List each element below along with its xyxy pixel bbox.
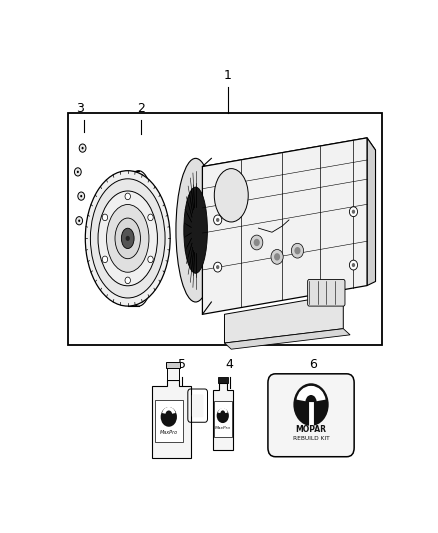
Circle shape	[214, 262, 222, 272]
Circle shape	[294, 247, 300, 254]
FancyBboxPatch shape	[268, 374, 354, 457]
Circle shape	[214, 215, 222, 225]
FancyBboxPatch shape	[307, 279, 345, 306]
Circle shape	[77, 171, 79, 173]
Circle shape	[81, 147, 84, 149]
Circle shape	[74, 168, 81, 176]
Polygon shape	[367, 138, 375, 286]
Circle shape	[271, 249, 283, 264]
Circle shape	[125, 277, 131, 284]
Text: 5: 5	[178, 358, 186, 370]
Text: 3: 3	[76, 102, 84, 115]
Text: 6: 6	[309, 358, 317, 370]
Bar	[167, 368, 179, 380]
Text: MOPAR: MOPAR	[296, 425, 327, 434]
Text: REBUILD KIT: REBUILD KIT	[293, 436, 329, 441]
Circle shape	[148, 214, 153, 221]
Circle shape	[217, 408, 229, 423]
Circle shape	[352, 263, 355, 267]
Bar	[166, 362, 180, 368]
Circle shape	[216, 218, 219, 222]
FancyBboxPatch shape	[192, 394, 203, 417]
Text: 2: 2	[138, 102, 145, 115]
Circle shape	[80, 195, 82, 197]
Ellipse shape	[184, 187, 208, 273]
Circle shape	[78, 220, 80, 222]
Circle shape	[293, 383, 328, 426]
Circle shape	[102, 256, 108, 263]
Text: MaxPro: MaxPro	[160, 430, 178, 434]
Circle shape	[125, 193, 131, 200]
Circle shape	[76, 216, 83, 225]
Ellipse shape	[106, 205, 149, 272]
Circle shape	[78, 192, 85, 200]
Polygon shape	[224, 294, 343, 343]
Text: 1: 1	[224, 69, 232, 83]
Circle shape	[350, 260, 357, 270]
Bar	[155, 400, 183, 441]
Circle shape	[102, 214, 108, 221]
Circle shape	[291, 243, 304, 258]
Circle shape	[79, 144, 86, 152]
Circle shape	[251, 235, 263, 250]
Polygon shape	[152, 380, 191, 458]
Ellipse shape	[121, 228, 134, 248]
Text: MaxPro: MaxPro	[215, 426, 231, 430]
Ellipse shape	[176, 158, 215, 302]
Polygon shape	[224, 329, 350, 349]
Circle shape	[148, 256, 153, 263]
Ellipse shape	[120, 171, 158, 306]
Circle shape	[126, 236, 130, 241]
Circle shape	[254, 239, 260, 246]
Circle shape	[352, 209, 355, 214]
Bar	[68, 113, 382, 345]
Bar	[218, 377, 227, 383]
Ellipse shape	[85, 171, 170, 306]
Ellipse shape	[98, 191, 157, 286]
Circle shape	[274, 253, 280, 261]
Circle shape	[350, 207, 357, 216]
Polygon shape	[212, 383, 233, 450]
Ellipse shape	[214, 168, 248, 222]
Ellipse shape	[115, 218, 141, 259]
Bar	[214, 401, 232, 438]
Polygon shape	[202, 138, 375, 179]
Circle shape	[216, 265, 219, 269]
Polygon shape	[202, 138, 367, 314]
Ellipse shape	[90, 179, 165, 298]
Text: 4: 4	[226, 358, 233, 370]
Circle shape	[161, 407, 177, 427]
